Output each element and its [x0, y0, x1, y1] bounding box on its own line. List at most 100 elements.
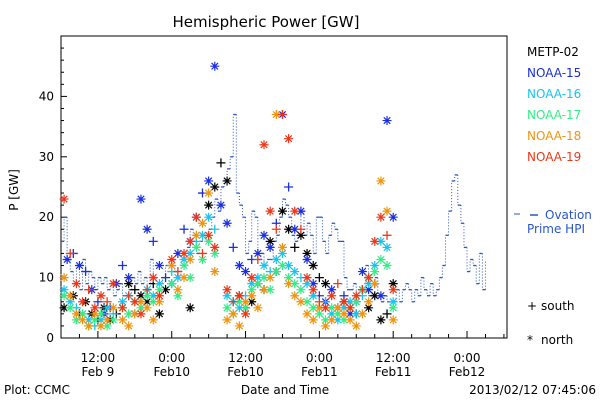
north-point: [222, 218, 232, 228]
north-point: [204, 188, 214, 198]
plot-credit: Plot: CCMC: [4, 383, 70, 397]
x-tick-label-date: Feb10: [153, 365, 190, 379]
south-point: [142, 285, 152, 295]
north-point: [210, 182, 220, 192]
north-point: [59, 285, 69, 295]
north-point: [277, 242, 287, 252]
north-point: [382, 261, 392, 271]
north-point: [154, 285, 164, 295]
x-tick-label-time: 12:00: [376, 351, 411, 365]
north-point: [376, 315, 386, 325]
series-noaa-16: [59, 212, 398, 331]
legend-entry-noaa-17: NOAA-17: [527, 108, 581, 122]
north-point: [154, 261, 164, 271]
north-point: [59, 273, 69, 283]
north-point: [321, 321, 331, 331]
legend-entry-noaa-19: NOAA-19: [527, 150, 581, 164]
north-point: [345, 303, 355, 313]
marker-legend-south-label: south: [541, 299, 575, 313]
north-point: [62, 254, 72, 264]
y-tick-label: 10: [39, 271, 54, 285]
south-point: [290, 242, 300, 252]
marker-legend-north-label: north: [541, 333, 573, 347]
north-point: [388, 297, 398, 307]
north-point: [321, 279, 331, 289]
north-point: [210, 242, 220, 252]
north-point: [241, 297, 251, 307]
south-point: [210, 224, 220, 234]
north-point: [78, 297, 88, 307]
satellite-legend: METP-02 NOAA-15 NOAA-16 NOAA-17 NOAA-18 NOAA-…: [527, 45, 581, 164]
north-point: [247, 279, 257, 289]
north-point: [364, 273, 374, 283]
south-point: [197, 248, 207, 258]
north-point: [148, 315, 158, 325]
north-point: [376, 291, 386, 301]
north-point: [265, 206, 275, 216]
north-point: [388, 212, 398, 222]
north-point: [216, 200, 226, 210]
x-tick-label-date: Feb12: [449, 365, 486, 379]
north-point: [241, 303, 251, 313]
x-tick-label-date: Feb 9: [82, 365, 115, 379]
north-point: [345, 315, 355, 325]
north-point: [90, 315, 100, 325]
north-point: [210, 267, 220, 277]
north-point: [308, 315, 318, 325]
north-point: [136, 309, 146, 319]
north-point: [234, 297, 244, 307]
north-point: [296, 297, 306, 307]
north-point: [90, 303, 100, 313]
north-point: [185, 254, 195, 264]
north-point: [204, 230, 214, 240]
north-point: [265, 285, 275, 295]
north-point: [124, 273, 134, 283]
north-point: [296, 230, 306, 240]
north-point: [185, 303, 195, 313]
north-point: [222, 176, 232, 186]
y-tick-label: 30: [39, 150, 54, 164]
north-point: [222, 303, 232, 313]
north-point: [130, 297, 140, 307]
north-point: [71, 309, 81, 319]
north-point: [382, 242, 392, 252]
north-point: [265, 236, 275, 246]
north-point: [142, 297, 152, 307]
north-point: [296, 206, 306, 216]
south-point: [228, 297, 238, 307]
north-point: [241, 309, 251, 319]
north-point: [370, 261, 380, 271]
north-point: [290, 267, 300, 277]
north-point: [308, 303, 318, 313]
north-point: [253, 279, 263, 289]
north-point: [247, 273, 257, 283]
north-point: [302, 273, 312, 283]
north-point: [277, 248, 287, 258]
north-point: [370, 291, 380, 301]
x-tick-label-time: 12:00: [81, 351, 116, 365]
north-point: [65, 303, 75, 313]
north-point: [277, 206, 287, 216]
north-point: [136, 194, 146, 204]
north-point: [154, 279, 164, 289]
x-tick-label-time: 0:00: [454, 351, 481, 365]
north-point: [142, 291, 152, 301]
legend-entry-noaa-15: NOAA-15: [527, 66, 581, 80]
north-point: [314, 309, 324, 319]
south-point: [130, 285, 140, 295]
north-point: [327, 285, 337, 295]
north-point: [333, 303, 343, 313]
north-point: [154, 291, 164, 301]
north-point: [96, 321, 106, 331]
north-point: [370, 267, 380, 277]
north-point: [148, 273, 158, 283]
series-noaa-18: [59, 110, 398, 331]
north-point: [308, 279, 318, 289]
north-point: [84, 321, 94, 331]
north-point: [234, 291, 244, 301]
north-point: [370, 279, 380, 289]
north-point: [314, 303, 324, 313]
y-axis-label: P [GW]: [7, 169, 21, 211]
north-point: [222, 285, 232, 295]
north-point: [370, 236, 380, 246]
